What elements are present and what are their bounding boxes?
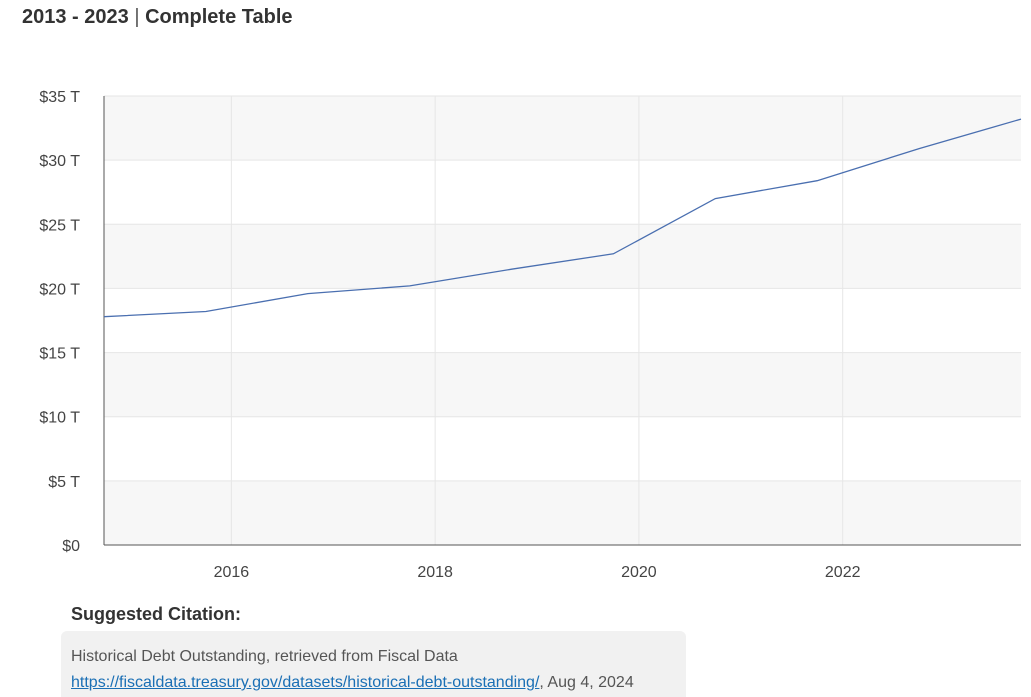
debt-line-chart: $0 $5 T $10 T $15 T $20 T $25 T $30 T $35 T 201… [39, 89, 1022, 581]
y-tick-label: $30 T [39, 153, 80, 170]
chart-series [103, 118, 1022, 318]
chart-axes [103, 96, 1021, 546]
grid-band [104, 480, 1021, 545]
grid-band [104, 96, 1021, 161]
view-label: Complete Table [145, 6, 293, 28]
chart-header: 2013 - 2023 | Complete Table [22, 6, 293, 29]
y-tick-label: $25 T [39, 217, 80, 234]
x-tick-label: 2022 [825, 564, 861, 581]
citation-text: Historical Debt Outstanding, retrieved f… [71, 644, 634, 696]
y-tick-label: $10 T [39, 410, 80, 427]
y-tick-label: $15 T [39, 346, 80, 363]
grid-band [104, 224, 1021, 289]
citation-date: , Aug 4, 2024 [539, 674, 634, 691]
citation-link[interactable]: https://fiscaldata.treasury.gov/datasets… [71, 674, 540, 691]
x-axis-tick-labels: 2016 2018 2020 2022 [214, 564, 861, 581]
chart-gridlines [104, 95, 1021, 546]
year-range: 2013 - 2023 [22, 6, 129, 28]
x-tick-label: 2018 [417, 564, 453, 581]
grid-band [104, 352, 1021, 417]
citation-box [61, 631, 686, 697]
title-separator: | [134, 6, 140, 28]
citation-heading: Suggested Citation: [71, 604, 241, 624]
series-line [103, 118, 1022, 318]
y-tick-label: $5 T [48, 474, 80, 491]
x-tick-label: 2016 [214, 564, 250, 581]
citation-description: Historical Debt Outstanding, retrieved f… [71, 648, 458, 665]
citation-source-line: https://fiscaldata.treasury.gov/datasets… [71, 670, 634, 696]
x-tick-label: 2020 [621, 564, 657, 581]
y-tick-label: $20 T [39, 281, 80, 298]
y-tick-label: $0 [62, 538, 80, 555]
y-axis-tick-labels: $0 $5 T $10 T $15 T $20 T $25 T $30 T $35 T [39, 89, 80, 555]
y-tick-label: $35 T [39, 89, 80, 106]
chart-bands [104, 96, 1021, 545]
